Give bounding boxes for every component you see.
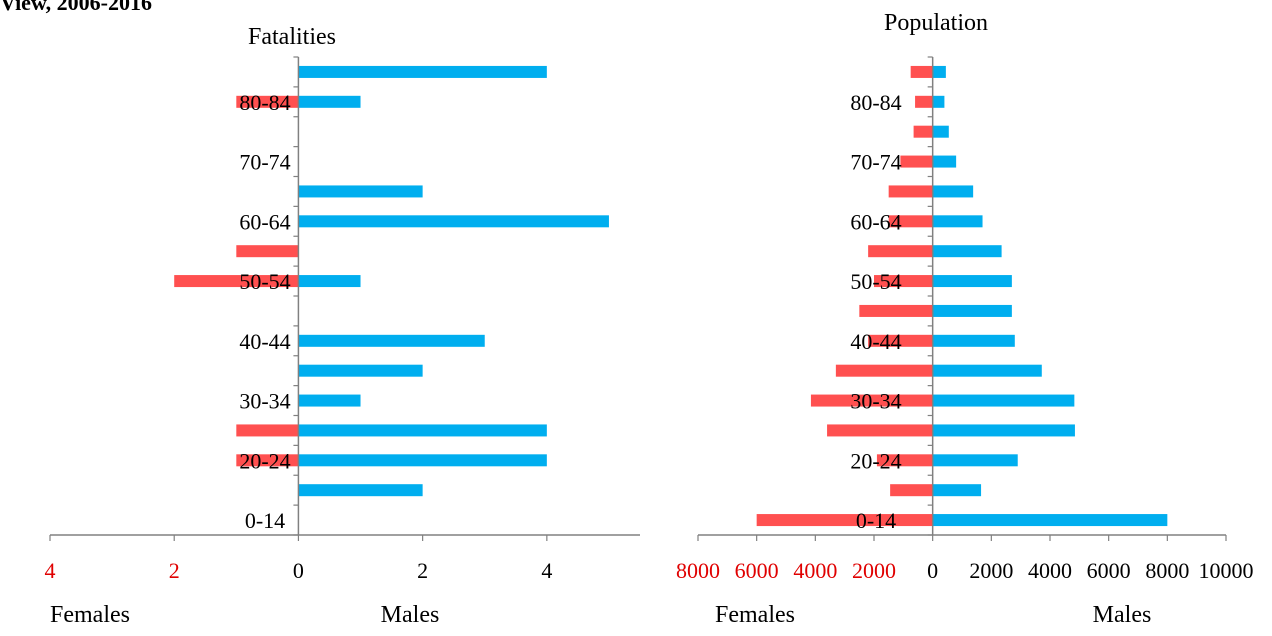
bar-female-50-54 — [174, 275, 299, 288]
x-tick-label: 4 — [541, 558, 552, 583]
category-label-20-24: 20-24 — [850, 448, 901, 473]
x-tick-label: 2000 — [852, 558, 896, 583]
x-tick-label: 2000 — [969, 558, 1013, 583]
bar-male-50-54 — [298, 275, 361, 288]
bar-male-30-34 — [298, 394, 361, 407]
x-tick-label: 10000 — [1199, 558, 1254, 583]
bar-male-75-79 — [932, 125, 949, 138]
category-label-0-14: 0-14 — [245, 508, 285, 533]
bar-male-20-24 — [932, 454, 1018, 467]
footer-males: Males — [381, 602, 440, 628]
bar-male-20-24 — [298, 454, 547, 467]
category-label-80-84: 80-84 — [850, 90, 901, 115]
bar-female-80-84 — [236, 95, 299, 108]
bar-male-15-19 — [932, 484, 982, 497]
x-tick-label: 2 — [169, 558, 180, 583]
bar-male-0-14 — [932, 514, 1168, 527]
bar-male-25-29 — [298, 424, 547, 437]
bar-male-60-64 — [298, 215, 609, 228]
bar-male-85+ — [932, 65, 946, 78]
bar-male-40-44 — [932, 334, 1015, 347]
bar-male-65-69 — [932, 185, 974, 198]
bar-female-15-19 — [890, 484, 933, 497]
population-chart: Population 8000 6000 4000 2000 0 2000 4000 6000 8… — [676, 10, 1254, 628]
category-label-70-74: 70-74 — [239, 150, 290, 175]
fatalities-chart: Fatalities 4 2 0 2 4 0-14 20-24 30-34 40-44 50-54 6… — [45, 24, 640, 628]
bar-male-40-44 — [298, 334, 485, 347]
bar-male-25-29 — [932, 424, 1075, 437]
bar-male-35-39 — [298, 364, 423, 377]
bar-female-80-84 — [915, 95, 933, 108]
bar-male-70-74 — [932, 155, 957, 168]
x-tick-label: 8000 — [1145, 558, 1189, 583]
bar-female-55-59 — [236, 245, 299, 258]
bar-female-85+ — [910, 65, 933, 78]
bar-male-80-84 — [298, 95, 361, 108]
category-label-40-44: 40-44 — [850, 329, 901, 354]
bar-female-60-64 — [888, 215, 933, 228]
category-label-30-34: 30-34 — [239, 389, 290, 414]
bar-male-35-39 — [932, 364, 1042, 377]
footer-females: Females — [715, 602, 795, 628]
x-tick-label: 6000 — [735, 558, 779, 583]
bar-male-60-64 — [932, 215, 983, 228]
category-label-40-44: 40-44 — [239, 329, 290, 354]
x-tick-label: 0 — [927, 558, 938, 583]
bar-female-45-49 — [859, 304, 933, 317]
footer-males: Males — [1093, 602, 1152, 628]
category-label-70-74: 70-74 — [850, 150, 901, 175]
bar-female-55-59 — [868, 245, 933, 258]
bar-female-75-79 — [913, 125, 933, 138]
bar-male-65-69 — [298, 185, 423, 198]
bar-female-20-24 — [876, 454, 933, 467]
bar-female-25-29 — [236, 424, 299, 437]
bar-female-35-39 — [835, 364, 933, 377]
bar-female-25-29 — [827, 424, 933, 437]
bar-male-55-59 — [932, 245, 1002, 258]
chart-title: Population — [884, 10, 988, 36]
category-label-50-54: 50-54 — [850, 269, 901, 294]
x-tick-label: 4000 — [793, 558, 837, 583]
chart-title: Fatalities — [248, 24, 336, 50]
bar-male-15-19 — [298, 484, 423, 497]
bar-female-0-14 — [756, 514, 933, 527]
bar-female-65-69 — [888, 185, 933, 198]
bar-female-30-34 — [810, 394, 933, 407]
x-tick-label: 4000 — [1028, 558, 1072, 583]
bar-female-40-44 — [868, 334, 933, 347]
category-label-60-64: 60-64 — [239, 209, 290, 234]
footer-females: Females — [50, 602, 130, 628]
x-tick-label: 2 — [417, 558, 428, 583]
category-label-50-54: 50-54 — [239, 269, 290, 294]
x-tick-label: 0 — [293, 558, 304, 583]
x-tick-label: 4 — [45, 558, 56, 583]
category-label-20-24: 20-24 — [239, 448, 290, 473]
category-label-80-84: 80-84 — [239, 90, 290, 115]
category-label-0-14: 0-14 — [856, 508, 896, 533]
bar-male-80-84 — [932, 95, 945, 108]
x-tick-label: 8000 — [676, 558, 720, 583]
bar-female-50-54 — [874, 275, 933, 288]
bar-male-45-49 — [932, 304, 1012, 317]
bar-male-30-34 — [932, 394, 1075, 407]
bar-female-70-74 — [900, 155, 933, 168]
bar-male-85+ — [298, 65, 547, 78]
bar-female-20-24 — [236, 454, 299, 467]
bar-male-50-54 — [932, 275, 1012, 288]
page-title: View, 2006-2016 — [0, 0, 152, 15]
category-label-30-34: 30-34 — [850, 389, 901, 414]
x-tick-label: 6000 — [1087, 558, 1131, 583]
category-label-60-64: 60-64 — [850, 209, 901, 234]
